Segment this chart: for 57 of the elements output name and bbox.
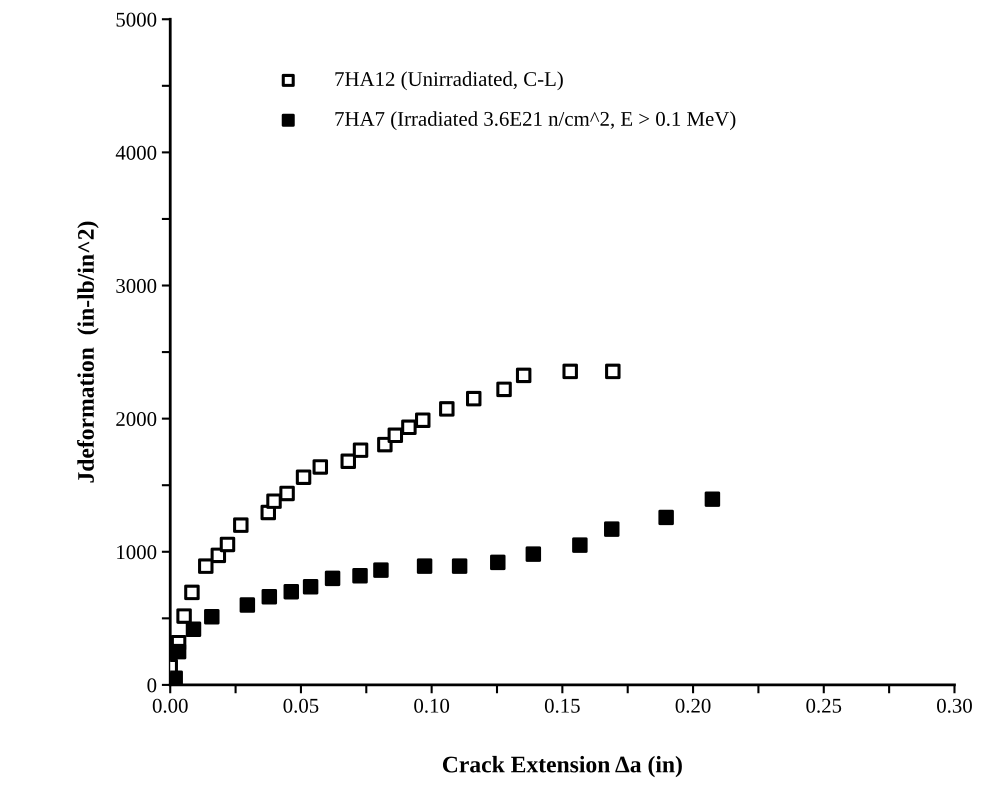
point xyxy=(233,517,249,533)
legend-label: 7HA12 (Unirradiated, C-L) xyxy=(335,71,563,90)
x-tick-label: 0.05 xyxy=(284,698,318,713)
point xyxy=(312,459,328,475)
point xyxy=(284,584,300,600)
point xyxy=(279,486,295,502)
y-tick-label: 4000 xyxy=(116,146,156,160)
point xyxy=(352,568,368,584)
point xyxy=(262,589,278,605)
x-tick-label: 0.10 xyxy=(414,698,450,713)
point xyxy=(604,521,620,537)
point xyxy=(496,382,512,398)
point xyxy=(296,469,312,485)
x-tick-label: 0.00 xyxy=(152,698,188,713)
point xyxy=(266,493,282,509)
point xyxy=(198,558,214,574)
point xyxy=(170,644,186,660)
point xyxy=(415,412,430,428)
point xyxy=(466,390,482,406)
point xyxy=(240,597,256,613)
point xyxy=(704,491,720,507)
y-tick-label: 0 xyxy=(147,678,156,692)
point xyxy=(562,364,578,380)
y-tick-label: 1000 xyxy=(117,545,156,560)
y-tick-label: 2000 xyxy=(116,412,156,426)
y-tick-label: 5000 xyxy=(116,12,156,27)
point xyxy=(377,436,393,452)
point xyxy=(605,364,621,380)
point xyxy=(572,537,588,553)
point xyxy=(176,608,192,624)
point xyxy=(388,428,404,444)
point xyxy=(340,454,356,469)
point xyxy=(516,368,532,384)
point xyxy=(186,622,202,637)
point xyxy=(184,584,200,600)
x-tick-label: 0.25 xyxy=(806,698,842,713)
point xyxy=(526,546,542,562)
point xyxy=(439,401,455,417)
point xyxy=(401,420,417,436)
x-tick-label: 0.30 xyxy=(937,698,972,713)
x-tick-label: 0.15 xyxy=(544,698,580,713)
x-tick-label: 0.20 xyxy=(676,698,710,713)
point xyxy=(452,558,468,574)
x-axis-title: Crack Extension Δa (in) xyxy=(442,756,682,778)
point xyxy=(373,562,389,578)
point xyxy=(220,536,236,552)
point xyxy=(324,570,340,586)
point xyxy=(490,554,506,570)
point xyxy=(416,558,432,574)
point xyxy=(658,510,674,526)
point xyxy=(302,579,318,595)
point xyxy=(204,609,220,624)
y-axis-title: Jdeformation (in-lb/in^2) xyxy=(77,222,99,482)
point xyxy=(352,442,368,458)
point xyxy=(210,548,226,564)
legend-label: 7HA7 (Irradiated 3.6E21 n/cm^2, E > 0.1 MeV) xyxy=(335,111,736,130)
y-tick-label: 3000 xyxy=(116,278,156,293)
